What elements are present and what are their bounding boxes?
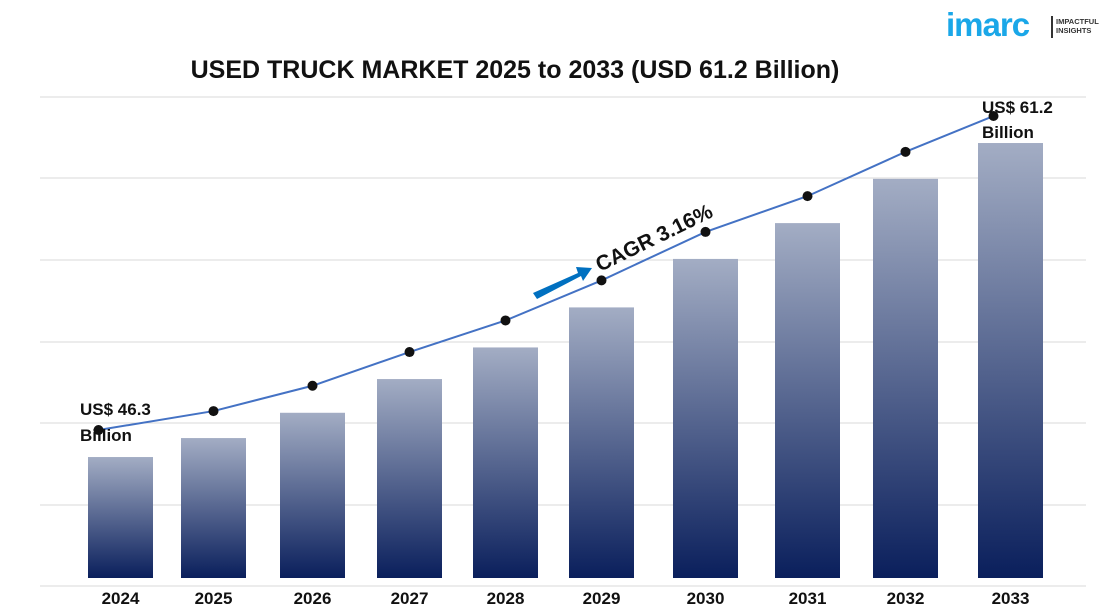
logo-tagline: IMPACTFUL INSIGHTS	[1056, 17, 1099, 35]
x-tick-label: 2026	[294, 589, 332, 608]
bar-2024	[88, 457, 153, 578]
bar-2032	[873, 178, 938, 578]
x-tick-label: 2027	[391, 589, 429, 608]
line-marker	[500, 315, 511, 326]
line-marker	[802, 191, 813, 202]
line-marker	[208, 406, 219, 417]
x-tick-label: 2024	[102, 589, 140, 608]
line-marker	[307, 380, 318, 391]
bar-2026	[280, 412, 345, 578]
chart-title: USED TRUCK MARKET 2025 to 2033 (USD 61.2…	[190, 56, 840, 84]
line-marker	[93, 425, 104, 436]
line-marker	[596, 275, 607, 286]
bar-2030	[673, 258, 738, 578]
x-tick-label: 2025	[195, 589, 233, 608]
line-marker	[700, 226, 711, 237]
bar-2033	[978, 143, 1043, 578]
trend-line	[98, 115, 994, 432]
end-value-unit: Billion	[982, 123, 1034, 142]
bar-2025	[181, 438, 246, 578]
line-marker	[404, 347, 415, 358]
cagr-arrow-icon	[533, 267, 592, 299]
bar-2031	[775, 223, 840, 579]
end-value-label: US$ 61.2	[982, 98, 1053, 117]
bar-2027	[377, 379, 442, 578]
x-tick-label: 2032	[887, 589, 925, 608]
x-tick-label: 2029	[583, 589, 621, 608]
x-tick-label: 2030	[687, 589, 725, 608]
line-marker	[900, 146, 911, 157]
x-tick-label: 2028	[487, 589, 525, 608]
imarc-logo: imarc IMPACTFUL INSIGHTS	[946, 4, 1099, 43]
logo-divider	[1051, 16, 1053, 38]
logo-wordmark: imarc	[946, 6, 1030, 43]
bar-2029	[569, 307, 634, 578]
bar-2028	[473, 347, 538, 578]
line-marker	[988, 111, 999, 122]
start-value-label: US$ 46.3	[80, 400, 151, 419]
start-value-unit: Billion	[80, 426, 132, 445]
x-tick-label: 2031	[789, 589, 827, 608]
x-tick-label: 2033	[992, 589, 1030, 608]
